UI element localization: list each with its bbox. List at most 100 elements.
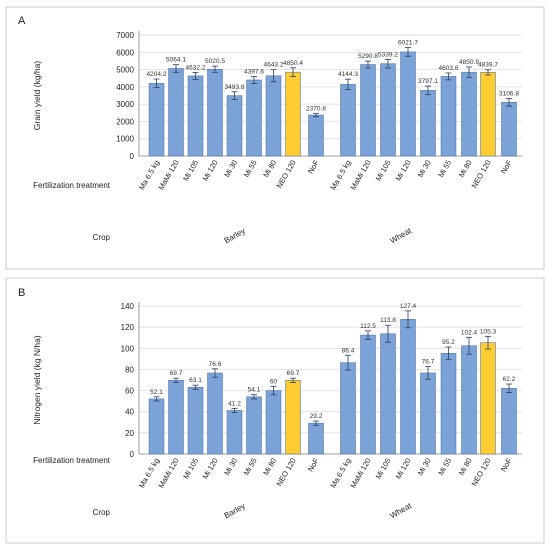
crop-axis-title: Crop — [93, 233, 111, 242]
data-label: 4850.4 — [283, 60, 303, 67]
bar — [480, 72, 496, 157]
x-tick-label: Mi 105 — [374, 457, 393, 481]
bar — [480, 342, 496, 455]
crop-group-label: Barley — [223, 501, 247, 520]
data-label: 6021.7 — [398, 40, 418, 47]
bar — [226, 410, 243, 455]
y-tick-label: 5000 — [116, 66, 134, 75]
y-tick-label: 6000 — [116, 48, 134, 57]
x-tick-label: Mi 80 — [261, 159, 278, 179]
data-label: 105.3 — [480, 328, 497, 335]
crop-group-label: Barley — [223, 226, 247, 245]
x-tick-label: Mi 120 — [394, 159, 413, 183]
y-tick-label: 3000 — [116, 100, 134, 109]
data-label: 4850.9 — [459, 59, 479, 66]
x-tick-label: NoF — [306, 456, 321, 473]
x-tick-label: Mi 30 — [416, 159, 433, 179]
data-label: 4643.2 — [264, 62, 284, 69]
bar — [308, 422, 324, 455]
y-tick-label: 100 — [121, 344, 135, 353]
x-axis-title: Fertilization treatment — [33, 456, 111, 465]
bar — [360, 64, 376, 157]
panel-border — [5, 6, 545, 270]
data-label: 95.2 — [442, 339, 455, 346]
data-label: 86.4 — [342, 347, 355, 354]
y-tick-label: 20 — [125, 429, 134, 438]
bar — [501, 102, 517, 157]
data-label: 5064.1 — [166, 57, 186, 64]
panel-letter: A — [18, 15, 26, 27]
x-tick-label: Mi 30 — [416, 457, 433, 477]
y-axis-title: Nitrogen yield (kg N/ha) — [32, 335, 42, 424]
data-label: 76.6 — [209, 361, 222, 368]
data-label: 4397.6 — [244, 69, 264, 76]
bar — [440, 76, 457, 157]
y-tick-label: 1000 — [116, 135, 134, 144]
bar — [148, 83, 165, 157]
bar — [265, 75, 282, 157]
bar — [340, 84, 356, 157]
x-tick-label: Mi 55 — [242, 159, 259, 179]
bar — [380, 333, 396, 455]
y-tick-label: 0 — [130, 152, 135, 161]
panel-letter: B — [18, 287, 25, 299]
bar — [246, 79, 262, 157]
x-tick-label: Mi 80 — [261, 457, 278, 477]
bar — [226, 95, 243, 157]
bar — [285, 380, 301, 455]
data-label: 5020.5 — [205, 58, 225, 65]
bar — [187, 75, 204, 157]
y-axis-title: Grain yield (kg/ha) — [32, 61, 42, 131]
x-tick-label: Mi 55 — [436, 457, 453, 477]
data-label: 52.1 — [150, 389, 163, 396]
bar — [420, 90, 436, 157]
x-tick-label: Mi 80 — [457, 457, 474, 477]
y-tick-label: 60 — [125, 387, 134, 396]
bar — [308, 114, 324, 157]
x-tick-label: Mi 80 — [457, 159, 474, 179]
x-axis-title: Fertilization treatment — [33, 181, 111, 190]
data-label: 4204.2 — [147, 71, 167, 78]
bar — [501, 387, 517, 455]
data-label: 63.1 — [189, 377, 202, 384]
y-tick-label: 80 — [125, 365, 134, 374]
data-label: 76.7 — [422, 359, 435, 366]
x-tick-label: Mi 120 — [201, 159, 220, 183]
bar — [420, 372, 436, 455]
bar — [380, 63, 396, 157]
data-label: 5290.8 — [358, 53, 378, 60]
data-label: 60 — [270, 378, 278, 385]
data-label: 112.5 — [360, 323, 376, 330]
bar — [168, 68, 184, 157]
bar — [285, 71, 301, 157]
bar — [461, 345, 477, 455]
data-label: 3797.1 — [418, 78, 438, 85]
y-tick-label: 140 — [121, 302, 135, 311]
data-label: 54.1 — [248, 387, 261, 394]
y-tick-label: 120 — [121, 323, 135, 332]
x-tick-label: Mi 105 — [181, 457, 200, 481]
bar — [340, 362, 356, 455]
data-label: 127.4 — [400, 303, 417, 310]
bar — [207, 372, 223, 455]
x-tick-label: Mi 120 — [394, 457, 413, 481]
bar — [207, 68, 223, 157]
bar — [148, 398, 165, 455]
y-tick-label: 4000 — [116, 83, 134, 92]
x-tick-label: Mi 30 — [222, 457, 239, 477]
bar — [168, 380, 184, 455]
bar — [360, 334, 376, 455]
bar — [187, 387, 204, 455]
x-tick-label: Mi 55 — [436, 159, 453, 179]
bar — [461, 71, 477, 157]
data-label: 4632.2 — [186, 64, 206, 71]
x-tick-label: NoF — [499, 456, 514, 473]
y-tick-label: 7000 — [116, 31, 134, 40]
data-label: 102.4 — [461, 329, 478, 336]
crop-group-label: Wheat — [388, 226, 413, 246]
bar — [400, 51, 416, 157]
bar — [246, 396, 262, 455]
y-tick-label: 2000 — [116, 117, 134, 126]
panel-border — [5, 277, 545, 544]
data-label: 69.7 — [170, 370, 183, 377]
